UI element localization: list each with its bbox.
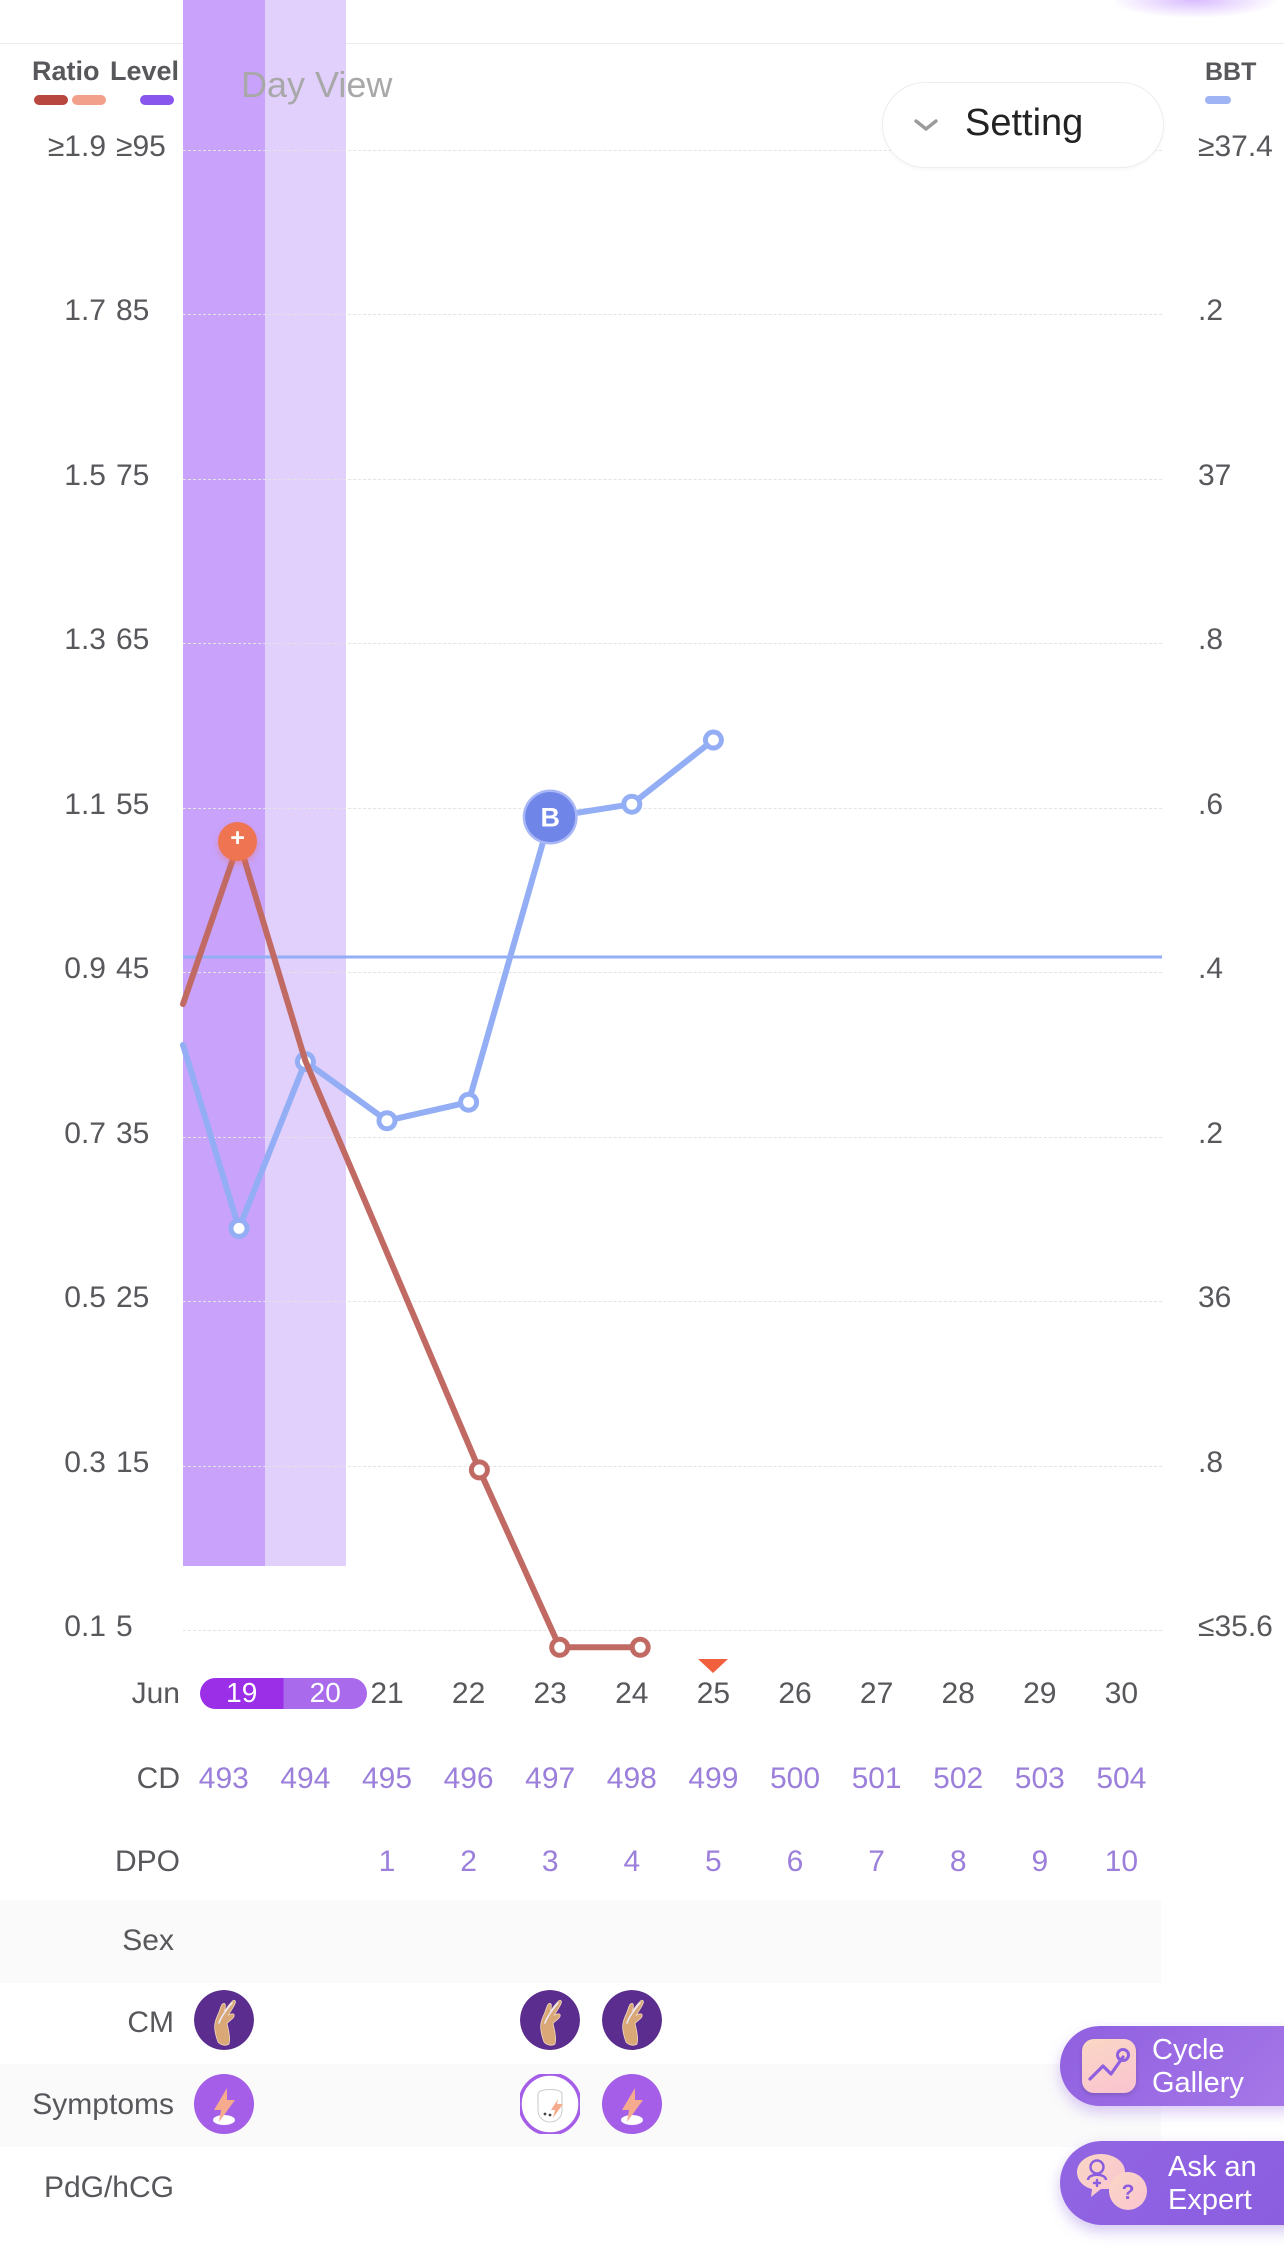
svg-text:?: ? [1122,2181,1135,2204]
svg-text:B: B [540,802,560,832]
